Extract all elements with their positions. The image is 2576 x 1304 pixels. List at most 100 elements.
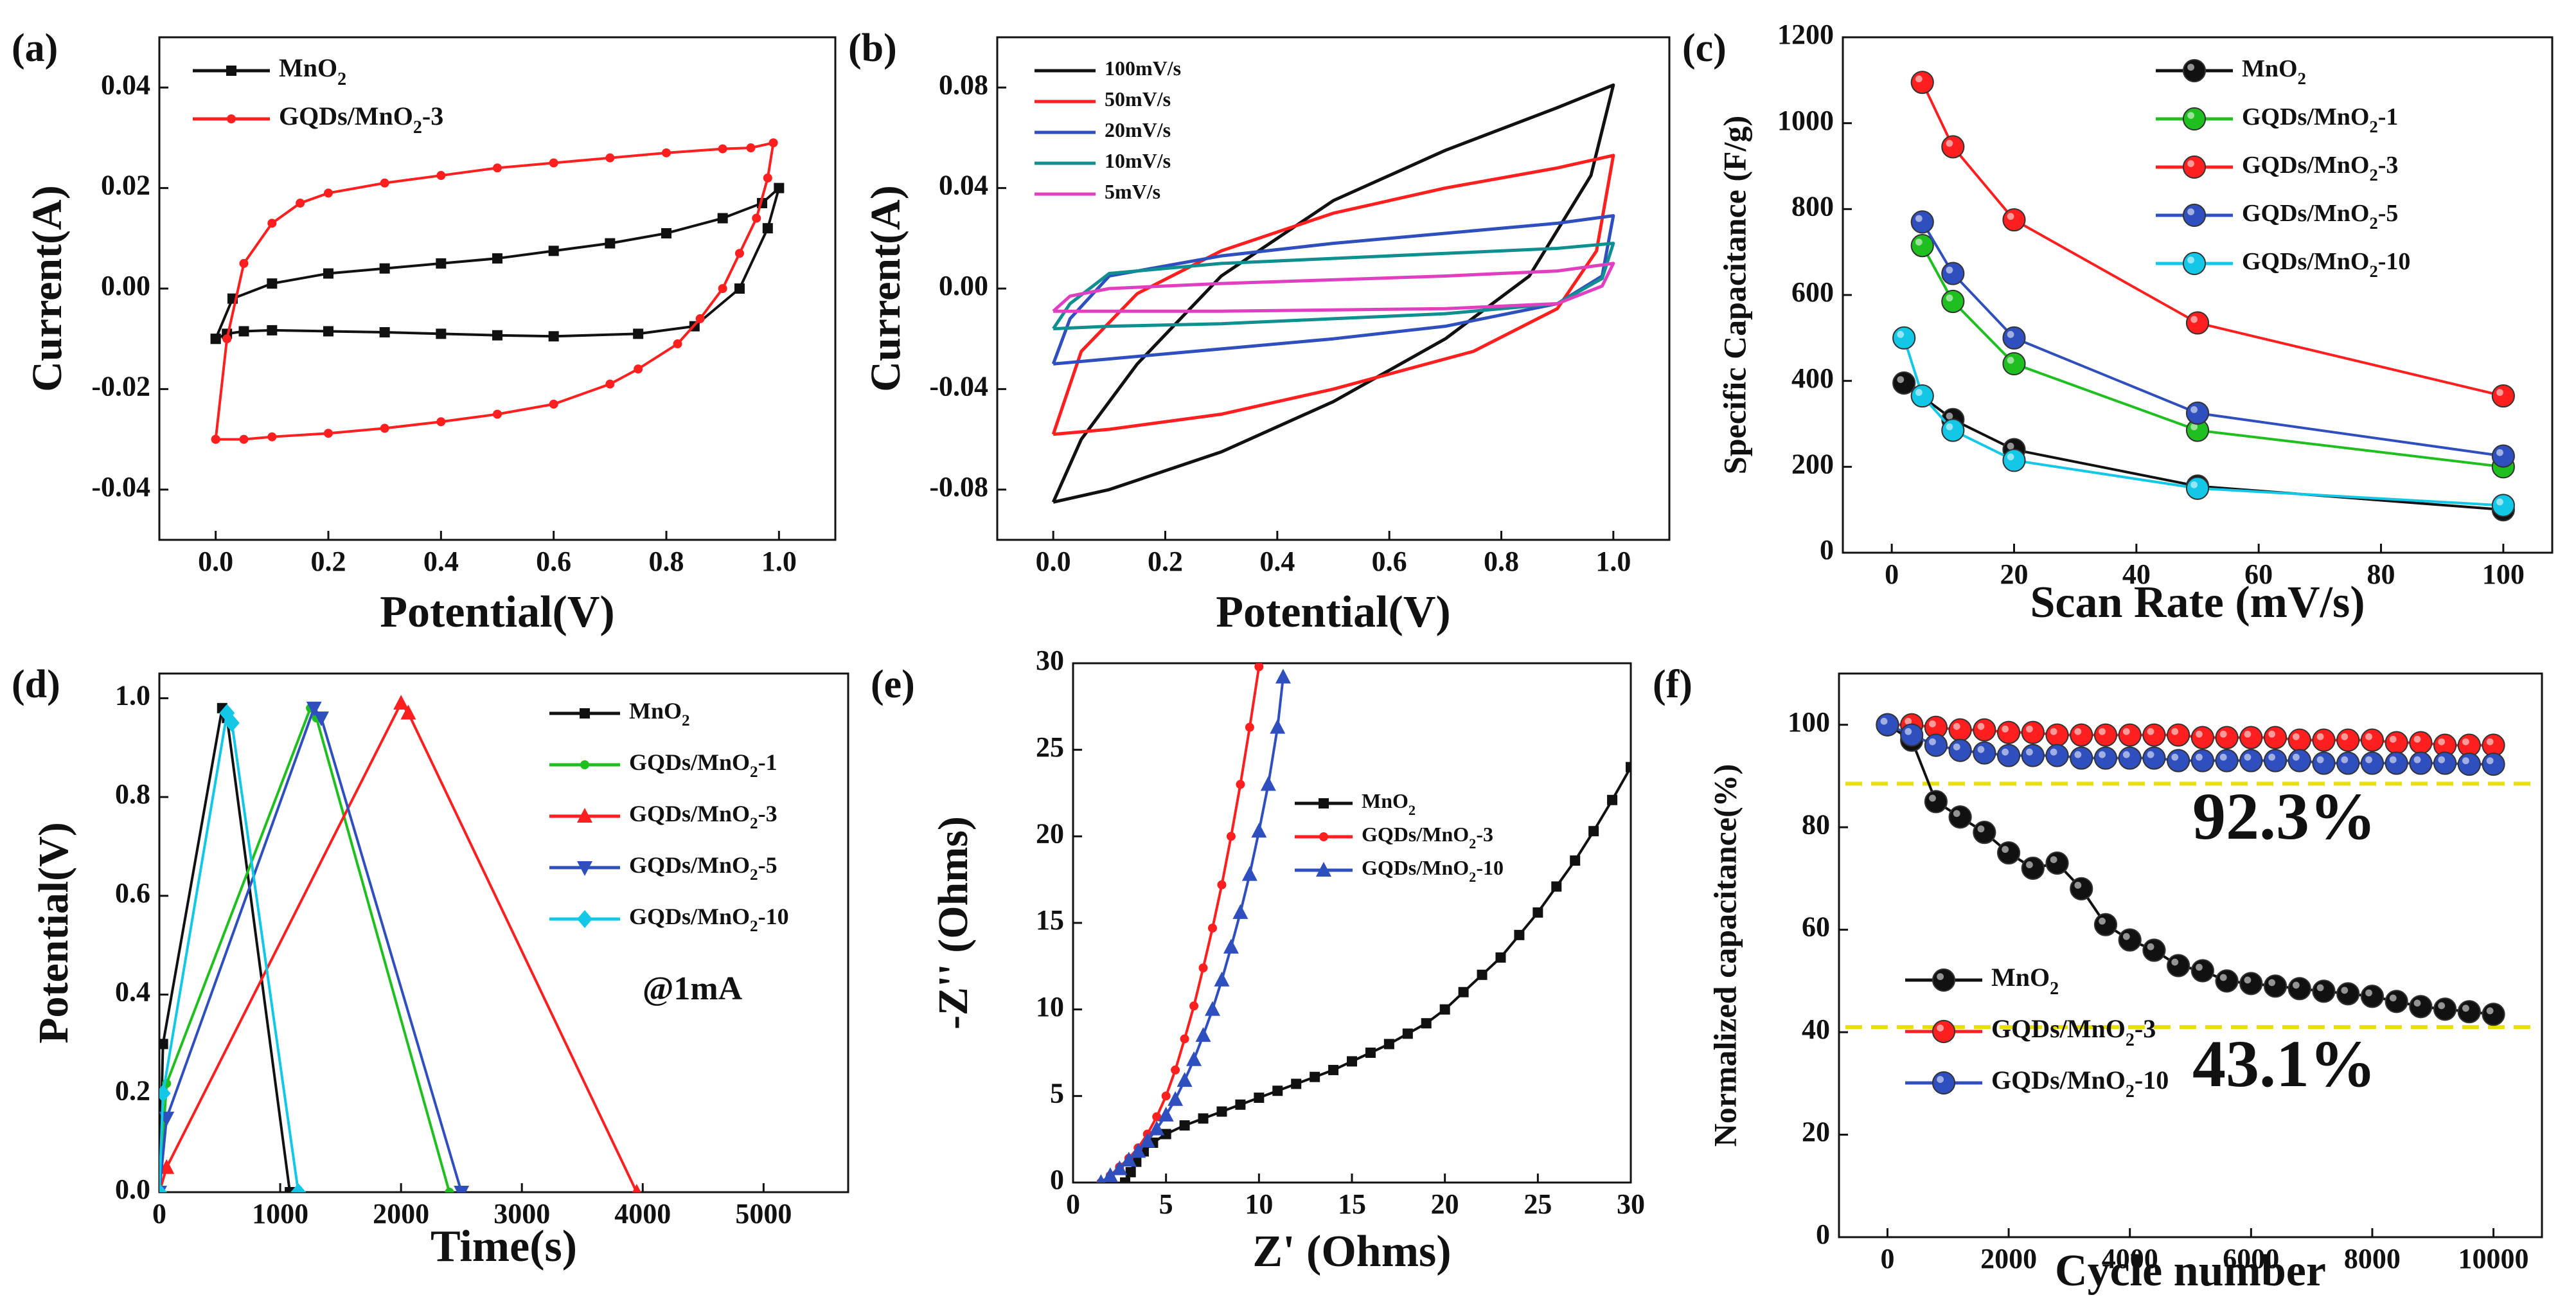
- marker-highlight: [2190, 481, 2198, 488]
- y-tick-label: 10: [1036, 991, 1064, 1023]
- data-point: [774, 183, 785, 193]
- legend-marker: [2182, 58, 2207, 83]
- series-group: [159, 695, 641, 1192]
- y-tick-label: 0: [1820, 534, 1834, 566]
- data-point: [1198, 963, 1208, 973]
- x-tick-label: 6000: [2223, 1243, 2279, 1274]
- marker-highlight: [1897, 331, 1905, 338]
- data-point: [1179, 1120, 1190, 1131]
- marker-highlight: [2187, 256, 2195, 263]
- y-tick-label: 0.08: [939, 69, 988, 100]
- marker-highlight: [2389, 735, 2397, 743]
- data-point: [159, 1183, 167, 1192]
- series-gqds-mno2-3: [159, 695, 641, 1192]
- x-tick-label: 80: [2367, 558, 2395, 590]
- data-point: [1310, 1071, 1320, 1082]
- data-point: [661, 228, 671, 238]
- data-point: [549, 399, 558, 409]
- data-point: [1205, 1001, 1220, 1016]
- y-tick-label: 20: [1036, 817, 1064, 849]
- marker-highlight: [2341, 733, 2349, 740]
- data-point: [2263, 726, 2287, 749]
- data-point: [605, 153, 615, 163]
- y-tick-label: 20: [1802, 1116, 1830, 1148]
- data-point: [2287, 977, 2311, 1001]
- data-point: [1514, 929, 1525, 940]
- x-tick-label: 0.8: [1484, 546, 1519, 577]
- data-point: [2409, 731, 2433, 755]
- data-point: [1121, 1151, 1137, 1166]
- data-point: [306, 701, 322, 717]
- marker-highlight: [2244, 976, 2252, 984]
- marker-highlight: [2268, 979, 2276, 987]
- series-group: [1051, 83, 1615, 504]
- y-tick-label: 60: [1802, 911, 1830, 943]
- legend: MnO2 GQDs/MnO2-1 GQDs/MnO2-3 GQDs/MnO2-5 GQD…: [549, 698, 789, 935]
- marker-highlight: [1977, 746, 1985, 753]
- marker-highlight: [2025, 725, 2033, 733]
- series-mno2: [210, 183, 785, 344]
- data-point: [768, 138, 778, 148]
- legend-marker: [577, 808, 592, 823]
- data-point: [2491, 384, 2515, 408]
- data-point: [445, 1188, 454, 1192]
- data-point: [2093, 913, 2118, 936]
- marker-highlight: [2187, 208, 2195, 215]
- data-point: [1180, 1034, 1189, 1044]
- series-line: [1052, 242, 1615, 331]
- legend-label: 20mV/s: [1105, 118, 1171, 141]
- data-point: [1892, 371, 1916, 395]
- data-point: [1347, 1056, 1357, 1067]
- series-50mv-s: [1051, 154, 1615, 436]
- y-tick-label: 0: [1050, 1164, 1064, 1195]
- series-20mv-s: [1051, 214, 1615, 366]
- marker-highlight: [2074, 728, 2082, 735]
- data-point: [1876, 713, 1899, 737]
- data-point: [2239, 749, 2263, 773]
- marker-highlight: [2486, 757, 2494, 765]
- data-point: [393, 695, 409, 710]
- series-group: [1876, 713, 2505, 1026]
- marker-highlight: [1937, 1076, 1944, 1083]
- marker-highlight: [2244, 730, 2252, 738]
- marker-highlight: [2486, 738, 2494, 746]
- y-tick-label: 80: [1802, 808, 1830, 840]
- data-point: [2457, 1000, 2481, 1024]
- x-tick-label: 0: [152, 1198, 166, 1229]
- marker-highlight: [1915, 389, 1923, 397]
- x-tick-label: 0.0: [198, 546, 233, 577]
- series-gqds-mno2-5: [159, 701, 470, 1192]
- data-point: [1171, 1065, 1180, 1075]
- data-point: [1626, 762, 1631, 773]
- legend-label: GQDs/MnO2-5: [2242, 200, 2398, 233]
- legend-marker: [1316, 862, 1331, 877]
- series-gqds-mno2-5: [1910, 210, 2515, 468]
- data-point: [224, 713, 240, 732]
- data-point: [633, 328, 644, 339]
- x-tick-label: 0.4: [1259, 546, 1295, 577]
- data-point: [314, 711, 330, 727]
- data-point: [1973, 741, 1996, 765]
- x-tick-label: 1.0: [1595, 546, 1631, 577]
- data-point: [380, 178, 389, 188]
- marker-highlight: [2196, 730, 2203, 738]
- data-point: [746, 143, 756, 153]
- data-point: [296, 199, 305, 208]
- marker-highlight: [2099, 728, 2106, 735]
- legend-label: MnO2: [279, 53, 346, 89]
- series-gqds-mno2-1: [1910, 234, 2515, 479]
- panel-label: (b): [848, 26, 897, 70]
- data-point: [2215, 749, 2239, 773]
- marker-highlight: [1880, 717, 1888, 725]
- marker-highlight: [2007, 357, 2014, 364]
- data-point: [1973, 718, 1996, 742]
- data-point: [673, 339, 682, 349]
- data-point: [2002, 449, 2026, 472]
- x-tick-label: 4000: [614, 1198, 671, 1229]
- marker-highlight: [2219, 730, 2227, 738]
- legend-label: GQDs/MnO2-10: [1991, 1066, 2169, 1102]
- data-point: [2433, 751, 2457, 775]
- series-group: [210, 138, 785, 444]
- marker-highlight: [2147, 751, 2154, 758]
- marker-highlight: [1905, 728, 1912, 735]
